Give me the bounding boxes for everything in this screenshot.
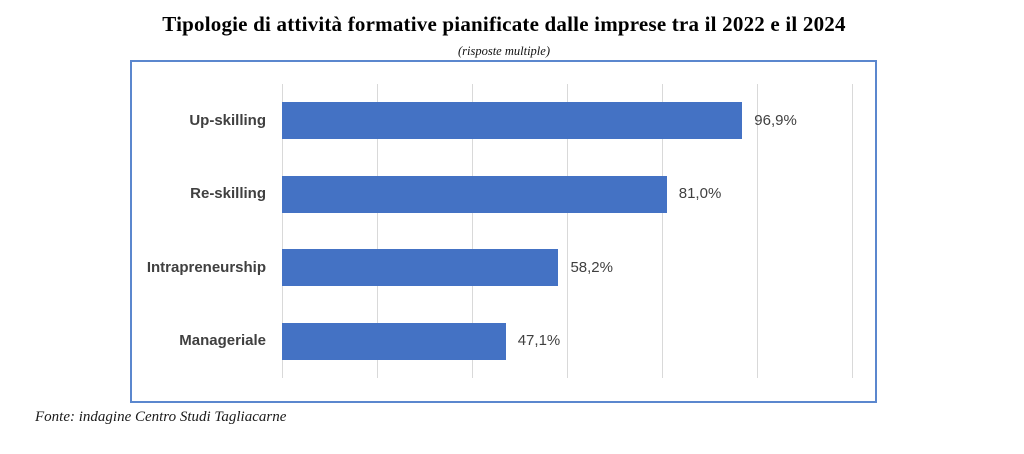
- bar: [282, 102, 743, 140]
- value-label: 58,2%: [570, 258, 613, 276]
- value-label: 47,1%: [517, 332, 561, 350]
- value-label: 96,9%: [754, 111, 797, 129]
- gridline: [567, 84, 568, 378]
- bar: [282, 175, 667, 213]
- bar: [282, 249, 559, 287]
- category-label: Intrapreneurship: [146, 258, 266, 276]
- value-label: 81,0%: [678, 185, 722, 203]
- chart-title: Tipologie di attività formative pianific…: [162, 12, 846, 36]
- gridline: [852, 84, 853, 378]
- source-note: Fonte: indagine Centro Studi Tagliacarne: [35, 409, 287, 425]
- gridline: [282, 84, 283, 378]
- gridline: [472, 84, 473, 378]
- category-label: Manageriale: [179, 332, 266, 350]
- bar: [282, 322, 506, 360]
- chart-frame: Up-skilling 96,9% Re-skilling 81,0% Intrapre…: [130, 60, 877, 403]
- gridline: [377, 84, 378, 378]
- gridline: [757, 84, 758, 378]
- category-label: Up-skilling: [189, 111, 266, 129]
- gridline: [662, 84, 663, 378]
- chart-subtitle: (risposte multiple): [457, 44, 550, 58]
- category-label: Re-skilling: [190, 185, 266, 203]
